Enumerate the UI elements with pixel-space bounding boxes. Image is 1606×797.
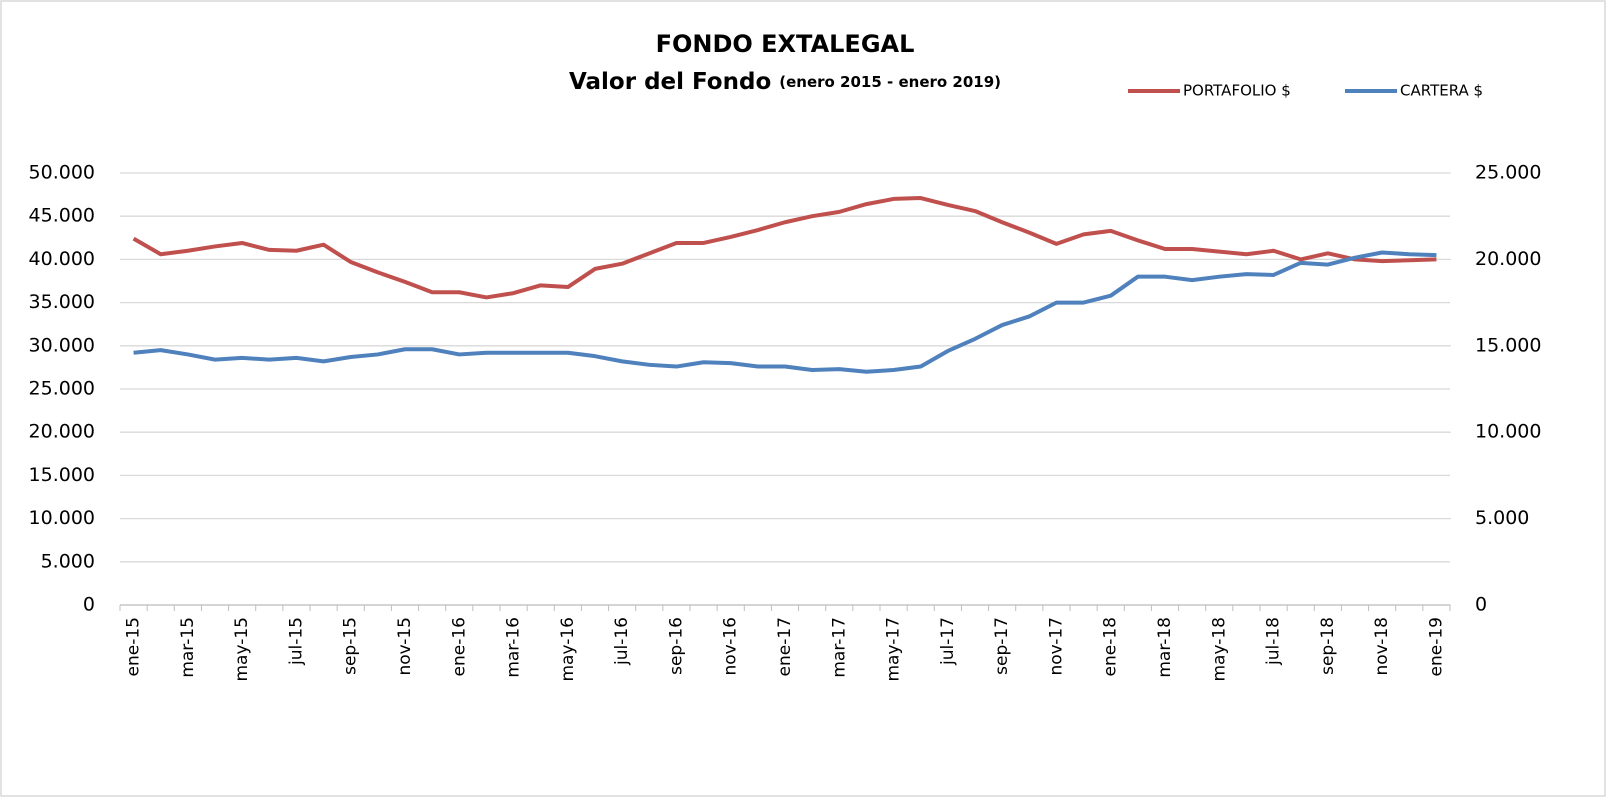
series-line xyxy=(132,196,1437,300)
subtitle-range: (enero 2015 - enero 2019) xyxy=(779,73,1001,91)
x-tick-label: ene-15 xyxy=(124,617,144,676)
x-tick-label: may-18 xyxy=(1209,617,1229,682)
x-tick-label: jul-16 xyxy=(612,617,632,666)
x-tick-label: mar-18 xyxy=(1155,617,1175,678)
y-tick-label: 10.000 xyxy=(29,507,95,529)
x-tick-label: nov-17 xyxy=(1046,617,1066,676)
y-tick-label: 15.000 xyxy=(29,464,95,486)
series-line xyxy=(133,250,1437,374)
y2-tick-label: 20.000 xyxy=(1475,248,1541,270)
y-tick-label: 40.000 xyxy=(29,248,95,270)
x-tick-label: may-16 xyxy=(558,617,578,682)
x-tick-label: mar-16 xyxy=(504,617,524,678)
x-tick-label: mar-17 xyxy=(829,617,849,678)
legend-label: PORTAFOLIO $ xyxy=(1183,82,1291,100)
y-tick-label: 35.000 xyxy=(29,291,95,313)
y2-tick-label: 5.000 xyxy=(1475,507,1529,529)
y-tick-label: 30.000 xyxy=(29,334,95,356)
y-tick-label: 5.000 xyxy=(41,550,95,572)
x-tick-label: sep-16 xyxy=(666,617,686,675)
y2-tick-label: 10.000 xyxy=(1475,421,1541,443)
y-tick-label: 20.000 xyxy=(29,421,95,443)
y2-tick-label: 15.000 xyxy=(1475,334,1541,356)
y-tick-label: 45.000 xyxy=(29,205,95,227)
x-tick-label: sep-17 xyxy=(992,617,1012,675)
legend-label: CARTERA $ xyxy=(1400,82,1483,100)
chart-title: FONDO EXTALEGAL xyxy=(656,30,915,58)
y-tick-label: 0 xyxy=(83,594,95,616)
x-tick-label: nov-15 xyxy=(395,617,415,676)
subtitle: Valor del Fondo xyxy=(569,69,779,95)
y-tick-label: 50.000 xyxy=(29,162,95,184)
chart-subtitle: Valor del Fondo (enero 2015 - enero 2019… xyxy=(569,69,1001,95)
y-tick-label: 25.000 xyxy=(29,378,95,400)
x-tick-label: mar-15 xyxy=(178,617,198,678)
x-tick-label: jul-18 xyxy=(1264,617,1284,666)
y2-tick-label: 25.000 xyxy=(1475,162,1541,184)
x-tick-label: ene-16 xyxy=(449,617,469,676)
x-tick-label: sep-15 xyxy=(341,617,361,675)
x-tick-label: may-17 xyxy=(884,617,904,682)
y2-tick-label: 0 xyxy=(1475,594,1487,616)
x-tick-label: ene-19 xyxy=(1426,617,1446,676)
x-tick-label: nov-18 xyxy=(1372,617,1392,676)
x-tick-label: may-15 xyxy=(232,617,252,682)
x-tick-label: ene-17 xyxy=(775,617,795,676)
x-tick-label: jul-15 xyxy=(286,617,306,666)
x-tick-label: ene-18 xyxy=(1101,617,1121,676)
x-tick-label: sep-18 xyxy=(1318,617,1338,675)
x-tick-label: nov-16 xyxy=(721,617,741,676)
x-tick-label: jul-17 xyxy=(938,617,958,666)
